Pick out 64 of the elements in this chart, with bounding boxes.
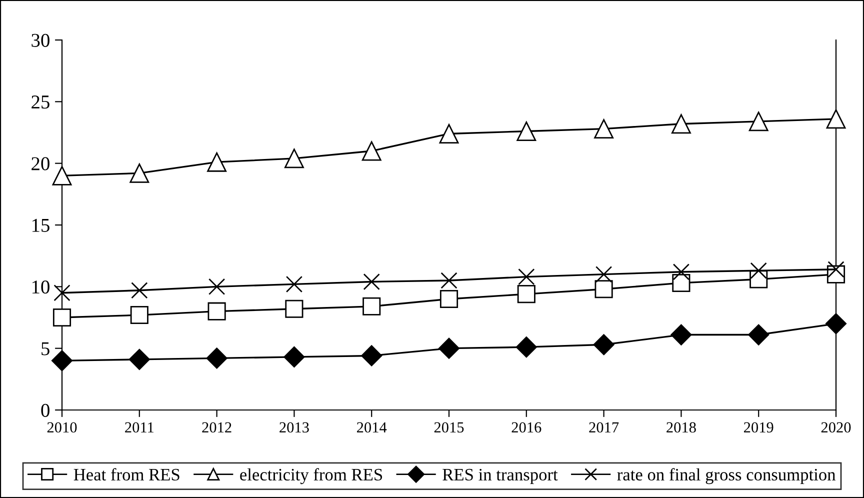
point: [130, 163, 150, 183]
legend-label: rate on final gross consumption: [617, 468, 836, 484]
legend-label: Heat from RES: [74, 468, 180, 481]
x-tick-label: 2017: [589, 422, 619, 433]
point: [131, 282, 148, 299]
point: [54, 284, 70, 302]
x-tick-label: 2011: [125, 422, 154, 433]
point: [286, 276, 303, 293]
point: [750, 262, 767, 279]
point: [362, 141, 382, 161]
x-tick-label: 2013: [280, 422, 309, 433]
point: [206, 348, 228, 369]
x-tick-label: 2010: [47, 422, 77, 433]
y-tick-label: 10: [32, 280, 50, 294]
point: [439, 124, 459, 144]
point: [748, 324, 770, 346]
point: [285, 300, 304, 318]
point: [438, 338, 460, 359]
y-tick-label: 0: [41, 404, 50, 417]
x-tick-label: 2015: [434, 422, 464, 433]
point: [51, 350, 73, 372]
x-tick-label: 2020: [821, 422, 851, 433]
point: [826, 109, 846, 129]
point: [672, 274, 690, 292]
point: [672, 264, 690, 280]
point: [284, 148, 304, 168]
point: [440, 290, 458, 308]
point: [208, 302, 226, 320]
point: [670, 324, 692, 346]
point: [671, 114, 691, 134]
point: [128, 348, 150, 370]
point: [207, 152, 227, 172]
point: [363, 273, 380, 290]
x-tick-label: 2018: [666, 422, 696, 433]
x-tick-label: 2016: [512, 422, 542, 433]
point: [595, 266, 612, 283]
y-tick-label: 30: [32, 34, 50, 47]
y-tick-label: 5: [42, 342, 50, 356]
point: [825, 313, 847, 334]
point: [130, 306, 148, 324]
y-tick-label: 15: [32, 218, 50, 232]
point: [52, 308, 72, 327]
x-tick-label: 2012: [202, 422, 232, 433]
legend-label: electricity from RES: [240, 468, 382, 484]
point: [828, 261, 844, 278]
point: [748, 112, 768, 132]
point: [516, 336, 537, 358]
point: [594, 119, 614, 139]
point: [440, 272, 458, 289]
point: [52, 166, 72, 186]
point: [362, 297, 381, 316]
point: [208, 278, 226, 295]
point: [516, 122, 536, 141]
point: [517, 285, 536, 304]
point: [593, 334, 614, 356]
point: [594, 280, 613, 298]
point: [518, 268, 535, 286]
y-tick-label: 20: [32, 157, 50, 170]
point: [361, 345, 382, 366]
y-tick-label: 25: [32, 96, 50, 109]
x-tick-label: 2019: [744, 422, 774, 433]
x-tick-label: 2014: [356, 422, 387, 433]
point: [284, 346, 305, 368]
legend-label: RES in transport: [442, 468, 558, 484]
